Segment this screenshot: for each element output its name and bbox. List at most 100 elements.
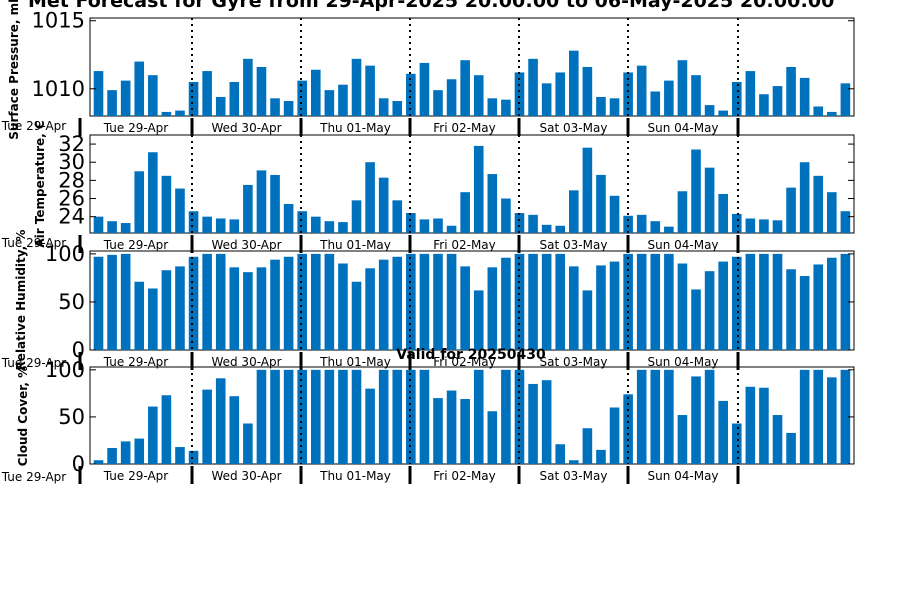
data-bar: [338, 84, 348, 116]
data-bar: [148, 288, 158, 350]
data-bar: [691, 289, 701, 350]
data-bar: [596, 174, 606, 233]
data-bar: [188, 450, 199, 464]
day-label: Wed 30-Apr: [211, 355, 281, 369]
data-bar: [514, 253, 525, 350]
data-bar: [636, 253, 647, 350]
data-bar: [324, 221, 335, 233]
data-bar: [718, 193, 728, 233]
data-bar: [460, 399, 470, 464]
data-bar: [378, 98, 389, 116]
data-bar: [840, 211, 851, 233]
data-bar: [175, 447, 185, 464]
data-bar: [365, 268, 375, 350]
data-bar: [107, 254, 117, 350]
data-bar: [433, 90, 443, 116]
data-bar: [582, 147, 593, 233]
data-bar: [528, 58, 538, 116]
data-bar: [664, 253, 674, 350]
data-bar: [243, 58, 253, 116]
data-bar: [406, 213, 416, 233]
data-bar: [487, 98, 498, 116]
data-bar: [555, 253, 566, 350]
data-bar: [704, 105, 715, 116]
surface-pressure-panel: 1010 1015 Tue 29-Apr Wed 30-Apr Thu 01-May Fr…: [1, 0, 855, 140]
axes-frame: [89, 134, 855, 234]
y-tick-label: 50: [58, 405, 85, 429]
day-label: Tue 29-Apr: [103, 121, 168, 135]
data-bar: [161, 270, 172, 350]
y-tick-label: 30: [58, 150, 85, 174]
day-label: Wed 30-Apr: [211, 238, 281, 252]
data-bar: [541, 224, 552, 233]
day-label: Wed 30-Apr: [211, 469, 281, 483]
y-axis-label: Air Temperature, C: [33, 120, 47, 248]
day-label: Sat 03-May: [540, 469, 608, 483]
data-bar: [215, 96, 226, 116]
data-bar: [473, 290, 484, 350]
data-bar: [107, 221, 117, 233]
y-tick-label: 1015: [32, 9, 85, 33]
day-label: Wed 30-Apr: [211, 121, 281, 135]
data-bar: [691, 376, 701, 464]
data-bar: [555, 72, 566, 116]
data-bar: [759, 94, 769, 116]
data-bar: [243, 423, 253, 464]
data-bar: [813, 264, 824, 350]
data-bar: [677, 415, 688, 464]
data-bar: [582, 290, 593, 350]
data-bar: [365, 162, 375, 233]
data-bar: [188, 256, 199, 350]
data-bar: [664, 226, 674, 233]
data-bar: [256, 267, 267, 350]
data-bar: [188, 211, 199, 233]
data-bar: [120, 253, 131, 350]
day-label: Sat 03-May: [540, 121, 608, 135]
data-bar: [392, 369, 403, 464]
data-bar: [731, 213, 742, 233]
data-bar: [175, 110, 185, 116]
data-bar: [134, 438, 145, 464]
day-label: Tue 29-Apr: [103, 469, 168, 483]
data-bar: [487, 174, 498, 233]
data-bar: [691, 75, 701, 116]
data-bar: [636, 65, 647, 116]
data-bar: [514, 72, 525, 116]
data-bar: [351, 369, 362, 464]
data-bar: [731, 256, 742, 350]
data-bar: [446, 390, 457, 464]
data-bar: [270, 174, 280, 233]
y-axis-label: Surface Pressure, mb: [7, 0, 21, 140]
data-bar: [215, 378, 226, 464]
data-bar: [202, 389, 212, 464]
data-bar: [351, 281, 362, 350]
data-bar: [161, 175, 172, 233]
data-bar: [664, 80, 674, 116]
y-axis-label: Relative Humidity, %: [14, 230, 28, 371]
data-bar: [161, 111, 172, 116]
data-bar: [487, 267, 498, 350]
start-day-label: Tue 29-Apr: [1, 236, 66, 250]
data-bar: [704, 167, 715, 233]
data-bar: [745, 71, 756, 116]
data-bar: [677, 60, 688, 116]
data-bar: [501, 369, 511, 464]
day-label: Thu 01-May: [319, 238, 391, 252]
data-bar: [460, 60, 470, 116]
y-tick-label: 32: [58, 132, 85, 156]
data-bar: [148, 406, 158, 464]
data-bar: [813, 175, 824, 233]
day-label: Fri 02-May: [433, 355, 496, 369]
data-bar: [528, 253, 538, 350]
axes-frame: [89, 250, 855, 351]
data-bar: [229, 81, 240, 116]
data-bar: [840, 83, 851, 116]
y-tick-label: 0: [72, 338, 85, 362]
data-bar: [541, 253, 552, 350]
day-label: Fri 02-May: [433, 238, 496, 252]
data-bar: [718, 261, 728, 350]
data-bar: [202, 71, 212, 116]
data-bar: [270, 98, 280, 116]
data-bar: [406, 73, 416, 116]
data-bar: [623, 394, 633, 464]
